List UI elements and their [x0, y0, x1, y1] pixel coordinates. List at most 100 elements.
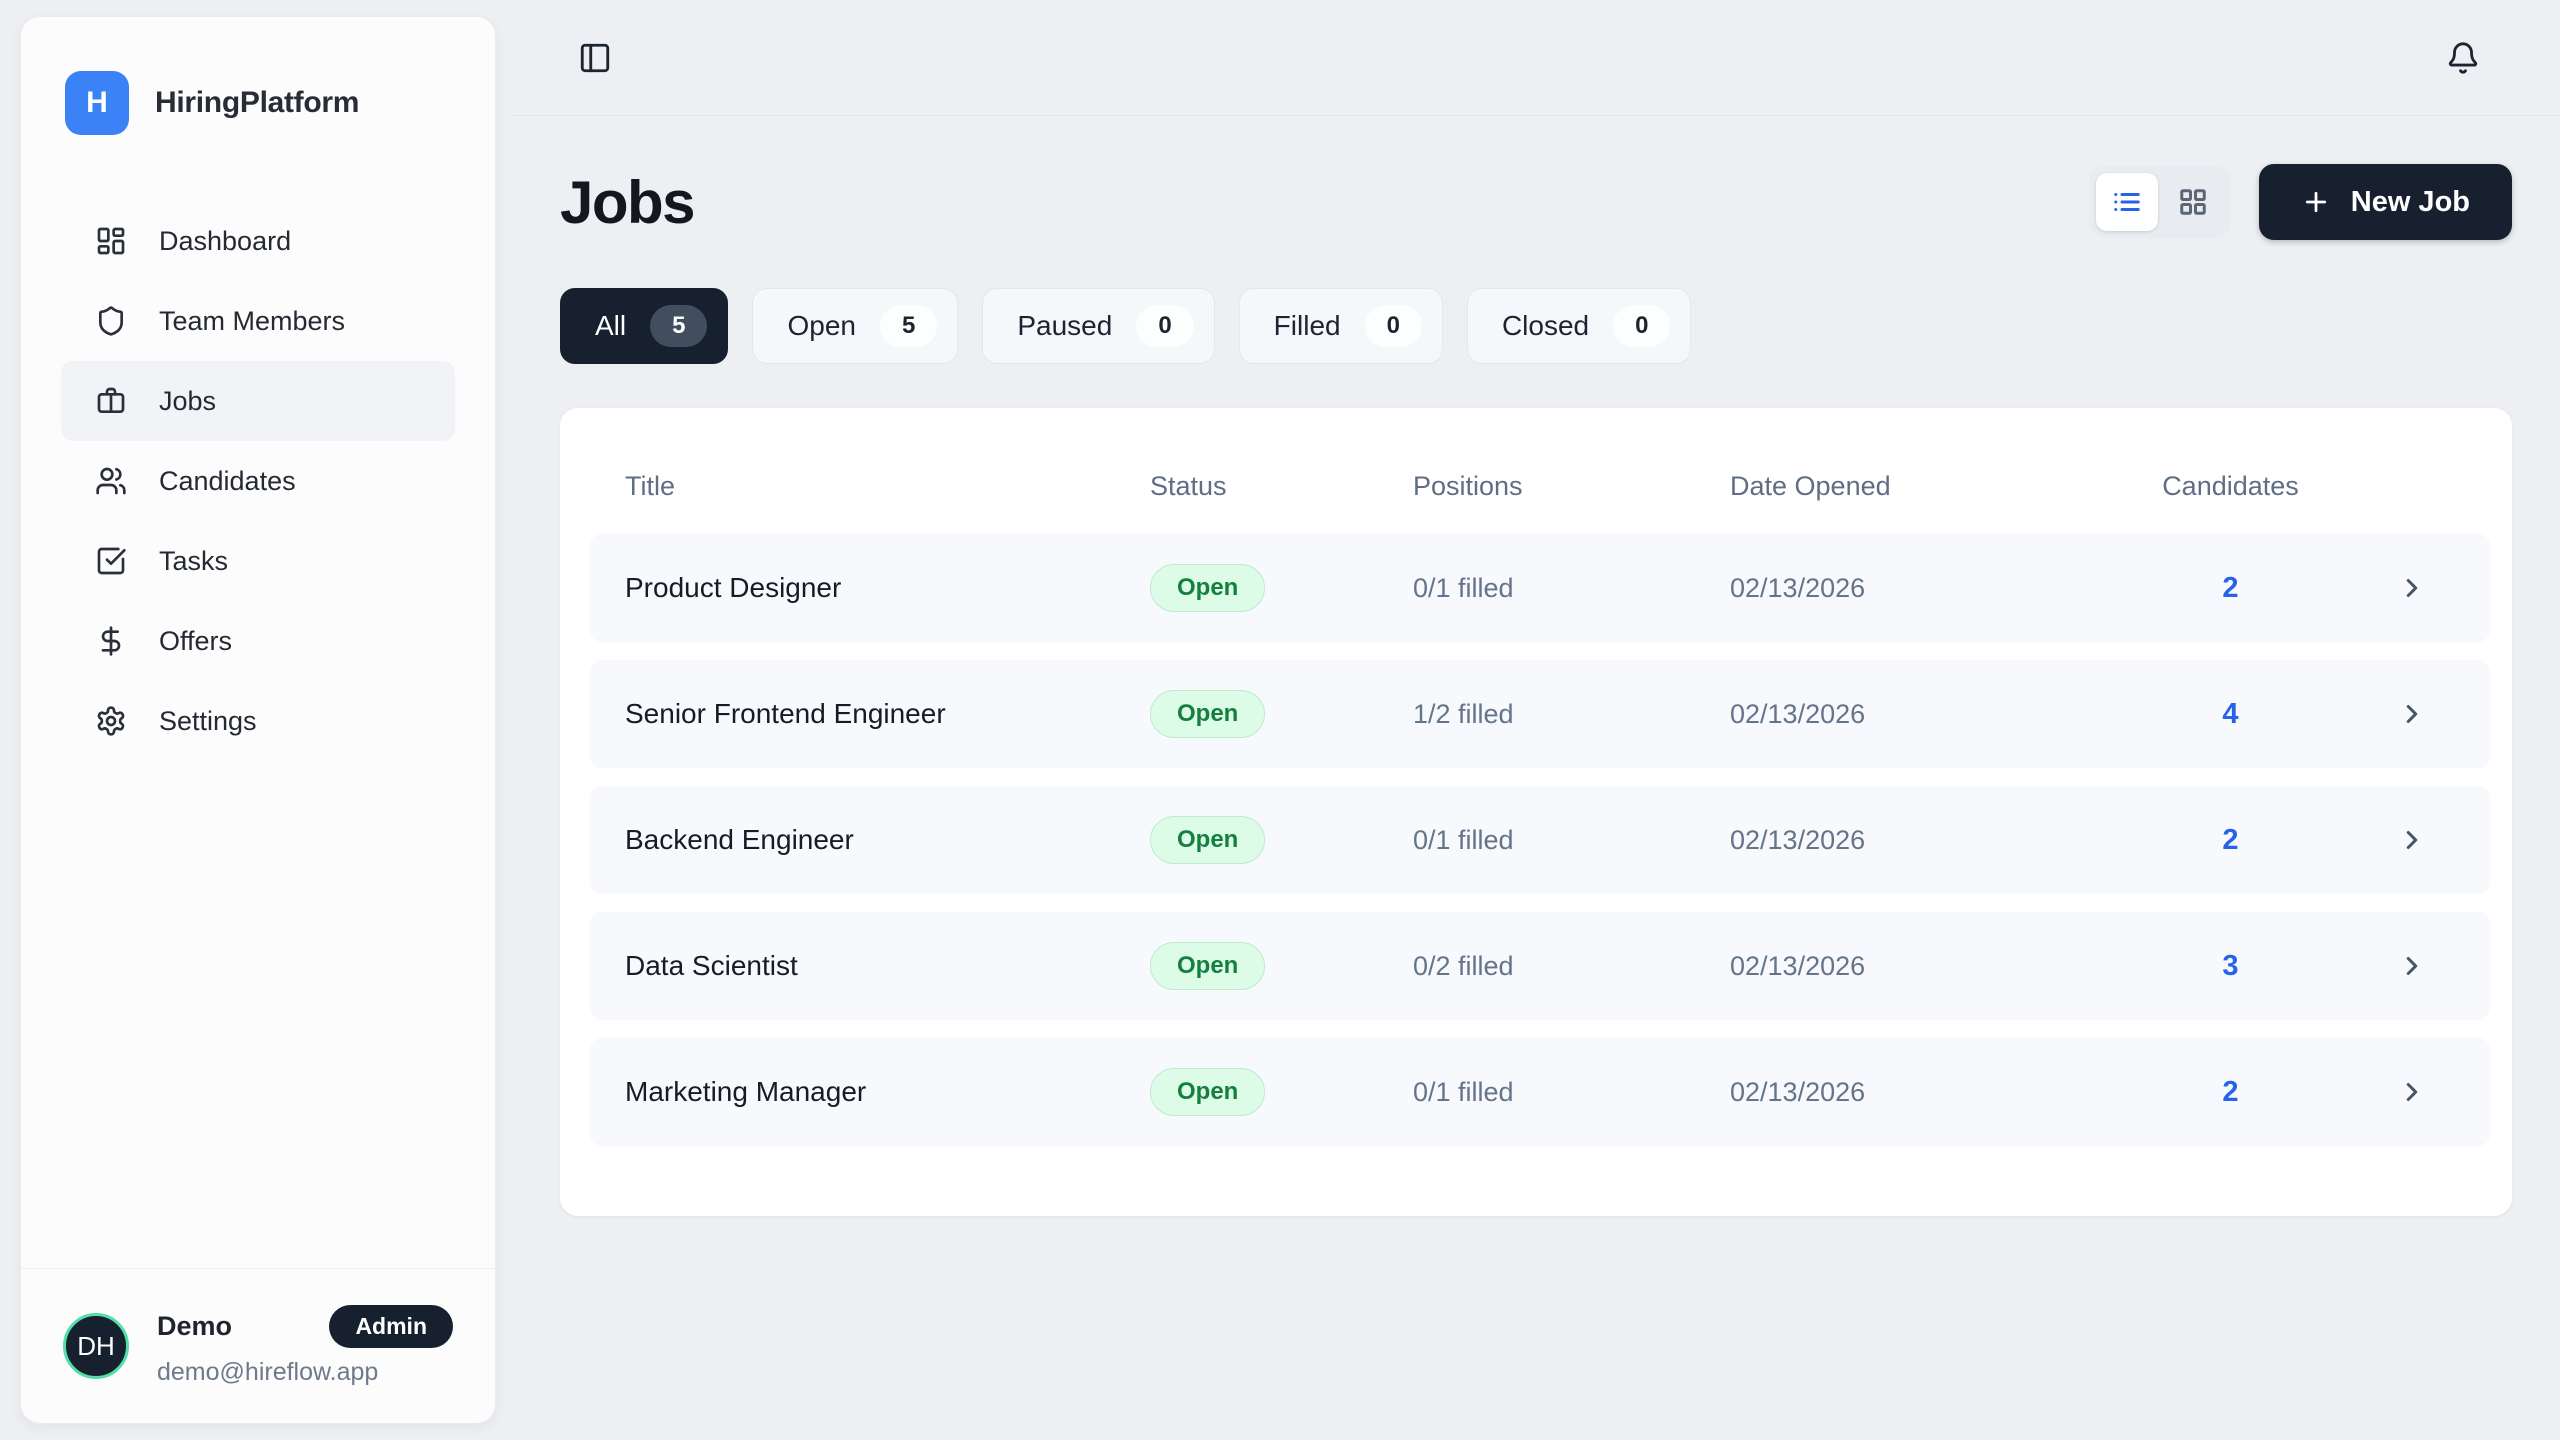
sidebar-item-dashboard[interactable]: Dashboard — [61, 201, 455, 281]
candidates-count[interactable]: 4 — [2222, 697, 2239, 730]
date-opened-cell: 02/13/2026 — [1730, 1076, 1866, 1107]
sidebar-item-tasks[interactable]: Tasks — [61, 521, 455, 601]
table-header-row: Title Status Positions Date Opened Candi… — [590, 438, 2490, 534]
grid-view-button[interactable] — [2162, 173, 2224, 231]
gear-icon — [97, 706, 125, 736]
chevron-right-icon[interactable] — [2397, 825, 2427, 855]
sidebar-item-offers[interactable]: Offers — [61, 601, 455, 681]
sidebar-item-label: Tasks — [159, 545, 229, 576]
candidates-count[interactable]: 2 — [2222, 823, 2239, 856]
table-row[interactable]: Product Designer Open 0/1 filled 02/13/2… — [590, 534, 2490, 642]
sidebar-item-label: Jobs — [159, 385, 217, 416]
head-controls: New Job — [2088, 164, 2512, 240]
date-opened-cell: 02/13/2026 — [1730, 824, 1866, 855]
table-row[interactable]: Senior Frontend Engineer Open 1/2 filled… — [590, 660, 2490, 768]
status-badge: Open — [1150, 1068, 1266, 1116]
column-header-positions: Positions — [1413, 470, 1523, 501]
new-job-label: New Job — [2350, 185, 2470, 218]
brand: H HiringPlatform — [21, 17, 495, 135]
positions-cell: 0/2 filled — [1413, 950, 1514, 981]
chevron-right-icon[interactable] — [2397, 699, 2427, 729]
positions-cell: 1/2 filled — [1413, 698, 1514, 729]
chevron-right-icon[interactable] — [2397, 1077, 2427, 1107]
briefcase-icon — [97, 387, 125, 413]
dashboard-icon — [97, 227, 125, 255]
candidates-count[interactable]: 2 — [2222, 571, 2239, 604]
job-title: Data Scientist — [625, 950, 798, 981]
bell-icon — [2448, 42, 2478, 74]
filter-count: 0 — [1136, 305, 1194, 347]
brand-initial: H — [86, 86, 108, 119]
filter-tab-all[interactable]: All 5 — [560, 288, 729, 364]
filter-tab-closed[interactable]: Closed 0 — [1466, 288, 1692, 364]
table-row[interactable]: Marketing Manager Open 0/1 filled 02/13/… — [590, 1038, 2490, 1146]
grid-icon — [2180, 189, 2206, 215]
candidates-count[interactable]: 3 — [2222, 949, 2239, 982]
role-badge: Admin — [329, 1305, 453, 1348]
status-badge: Open — [1150, 690, 1266, 738]
filter-label: Paused — [1017, 310, 1113, 341]
filter-tab-paused[interactable]: Paused 0 — [982, 288, 1215, 364]
status-badge: Open — [1150, 564, 1266, 612]
column-header-candidates: Candidates — [2162, 470, 2299, 501]
sidebar-item-settings[interactable]: Settings — [61, 681, 455, 761]
brand-logo: H — [65, 71, 129, 135]
user-email: demo@hireflow.app — [157, 1358, 379, 1386]
filter-count: 5 — [650, 305, 708, 347]
jobs-table-card: Title Status Positions Date Opened Candi… — [560, 408, 2512, 1216]
view-toggle — [2088, 166, 2231, 238]
new-job-button[interactable]: New Job — [2258, 164, 2512, 240]
column-header-title: Title — [625, 470, 676, 501]
candidates-count[interactable]: 2 — [2222, 1075, 2239, 1108]
brand-name: HiringPlatform — [155, 86, 360, 119]
topbar — [512, 0, 2560, 116]
user-profile[interactable]: DH Demo Admin demo@hireflow.app — [21, 1268, 495, 1423]
main-area: Jobs New Job All 5 — [512, 0, 2560, 1440]
users-icon — [96, 467, 126, 495]
column-header-date-opened: Date Opened — [1730, 470, 1891, 501]
filter-count: 0 — [1613, 305, 1671, 347]
panel-left-icon — [580, 43, 610, 72]
sidebar-toggle-button[interactable] — [572, 35, 618, 81]
sidebar-item-label: Team Members — [159, 305, 346, 336]
chevron-right-icon[interactable] — [2397, 951, 2427, 981]
filter-count: 0 — [1364, 305, 1422, 347]
sidebar-item-team-members[interactable]: Team Members — [61, 281, 455, 361]
filter-label: All — [595, 310, 627, 341]
job-title: Product Designer — [625, 572, 842, 603]
sidebar-nav: Dashboard Team Members Jobs Candidates T… — [21, 201, 495, 761]
sidebar-item-label: Candidates — [159, 465, 296, 496]
sidebar: H HiringPlatform Dashboard Team Members … — [20, 16, 496, 1424]
job-title: Backend Engineer — [625, 824, 854, 855]
sidebar-item-label: Dashboard — [159, 225, 292, 256]
table-row[interactable]: Data Scientist Open 0/2 filled 02/13/202… — [590, 912, 2490, 1020]
status-filter-tabs: All 5 Open 5 Paused 0 Filled 0 Closed 0 — [560, 288, 2512, 364]
date-opened-cell: 02/13/2026 — [1730, 572, 1866, 603]
filter-label: Open — [787, 310, 856, 341]
status-badge: Open — [1150, 942, 1266, 990]
status-badge: Open — [1150, 816, 1266, 864]
table-row[interactable]: Backend Engineer Open 0/1 filled 02/13/2… — [590, 786, 2490, 894]
sidebar-item-label: Offers — [159, 625, 233, 656]
avatar-initials: DH — [77, 1330, 115, 1361]
sidebar-item-jobs[interactable]: Jobs — [61, 361, 455, 441]
filter-tab-open[interactable]: Open 5 — [752, 288, 959, 364]
job-title: Marketing Manager — [625, 1076, 867, 1107]
page-content: Jobs New Job All 5 — [512, 116, 2560, 1216]
sidebar-item-candidates[interactable]: Candidates — [61, 441, 455, 521]
positions-cell: 0/1 filled — [1413, 824, 1514, 855]
task-check-icon — [97, 547, 126, 575]
filter-label: Closed — [1501, 310, 1590, 341]
filter-tab-filled[interactable]: Filled 0 — [1238, 288, 1443, 364]
list-view-button[interactable] — [2095, 173, 2158, 231]
filter-count: 5 — [879, 305, 938, 347]
user-name: Demo — [157, 1311, 233, 1341]
notifications-button[interactable] — [2440, 35, 2486, 81]
positions-cell: 0/1 filled — [1413, 572, 1514, 603]
profile-info: Demo Admin demo@hireflow.app — [157, 1305, 453, 1387]
date-opened-cell: 02/13/2026 — [1730, 950, 1866, 981]
job-title: Senior Frontend Engineer — [625, 698, 946, 729]
list-icon — [2114, 193, 2140, 211]
dollar-icon — [101, 626, 121, 656]
chevron-right-icon[interactable] — [2397, 573, 2427, 603]
